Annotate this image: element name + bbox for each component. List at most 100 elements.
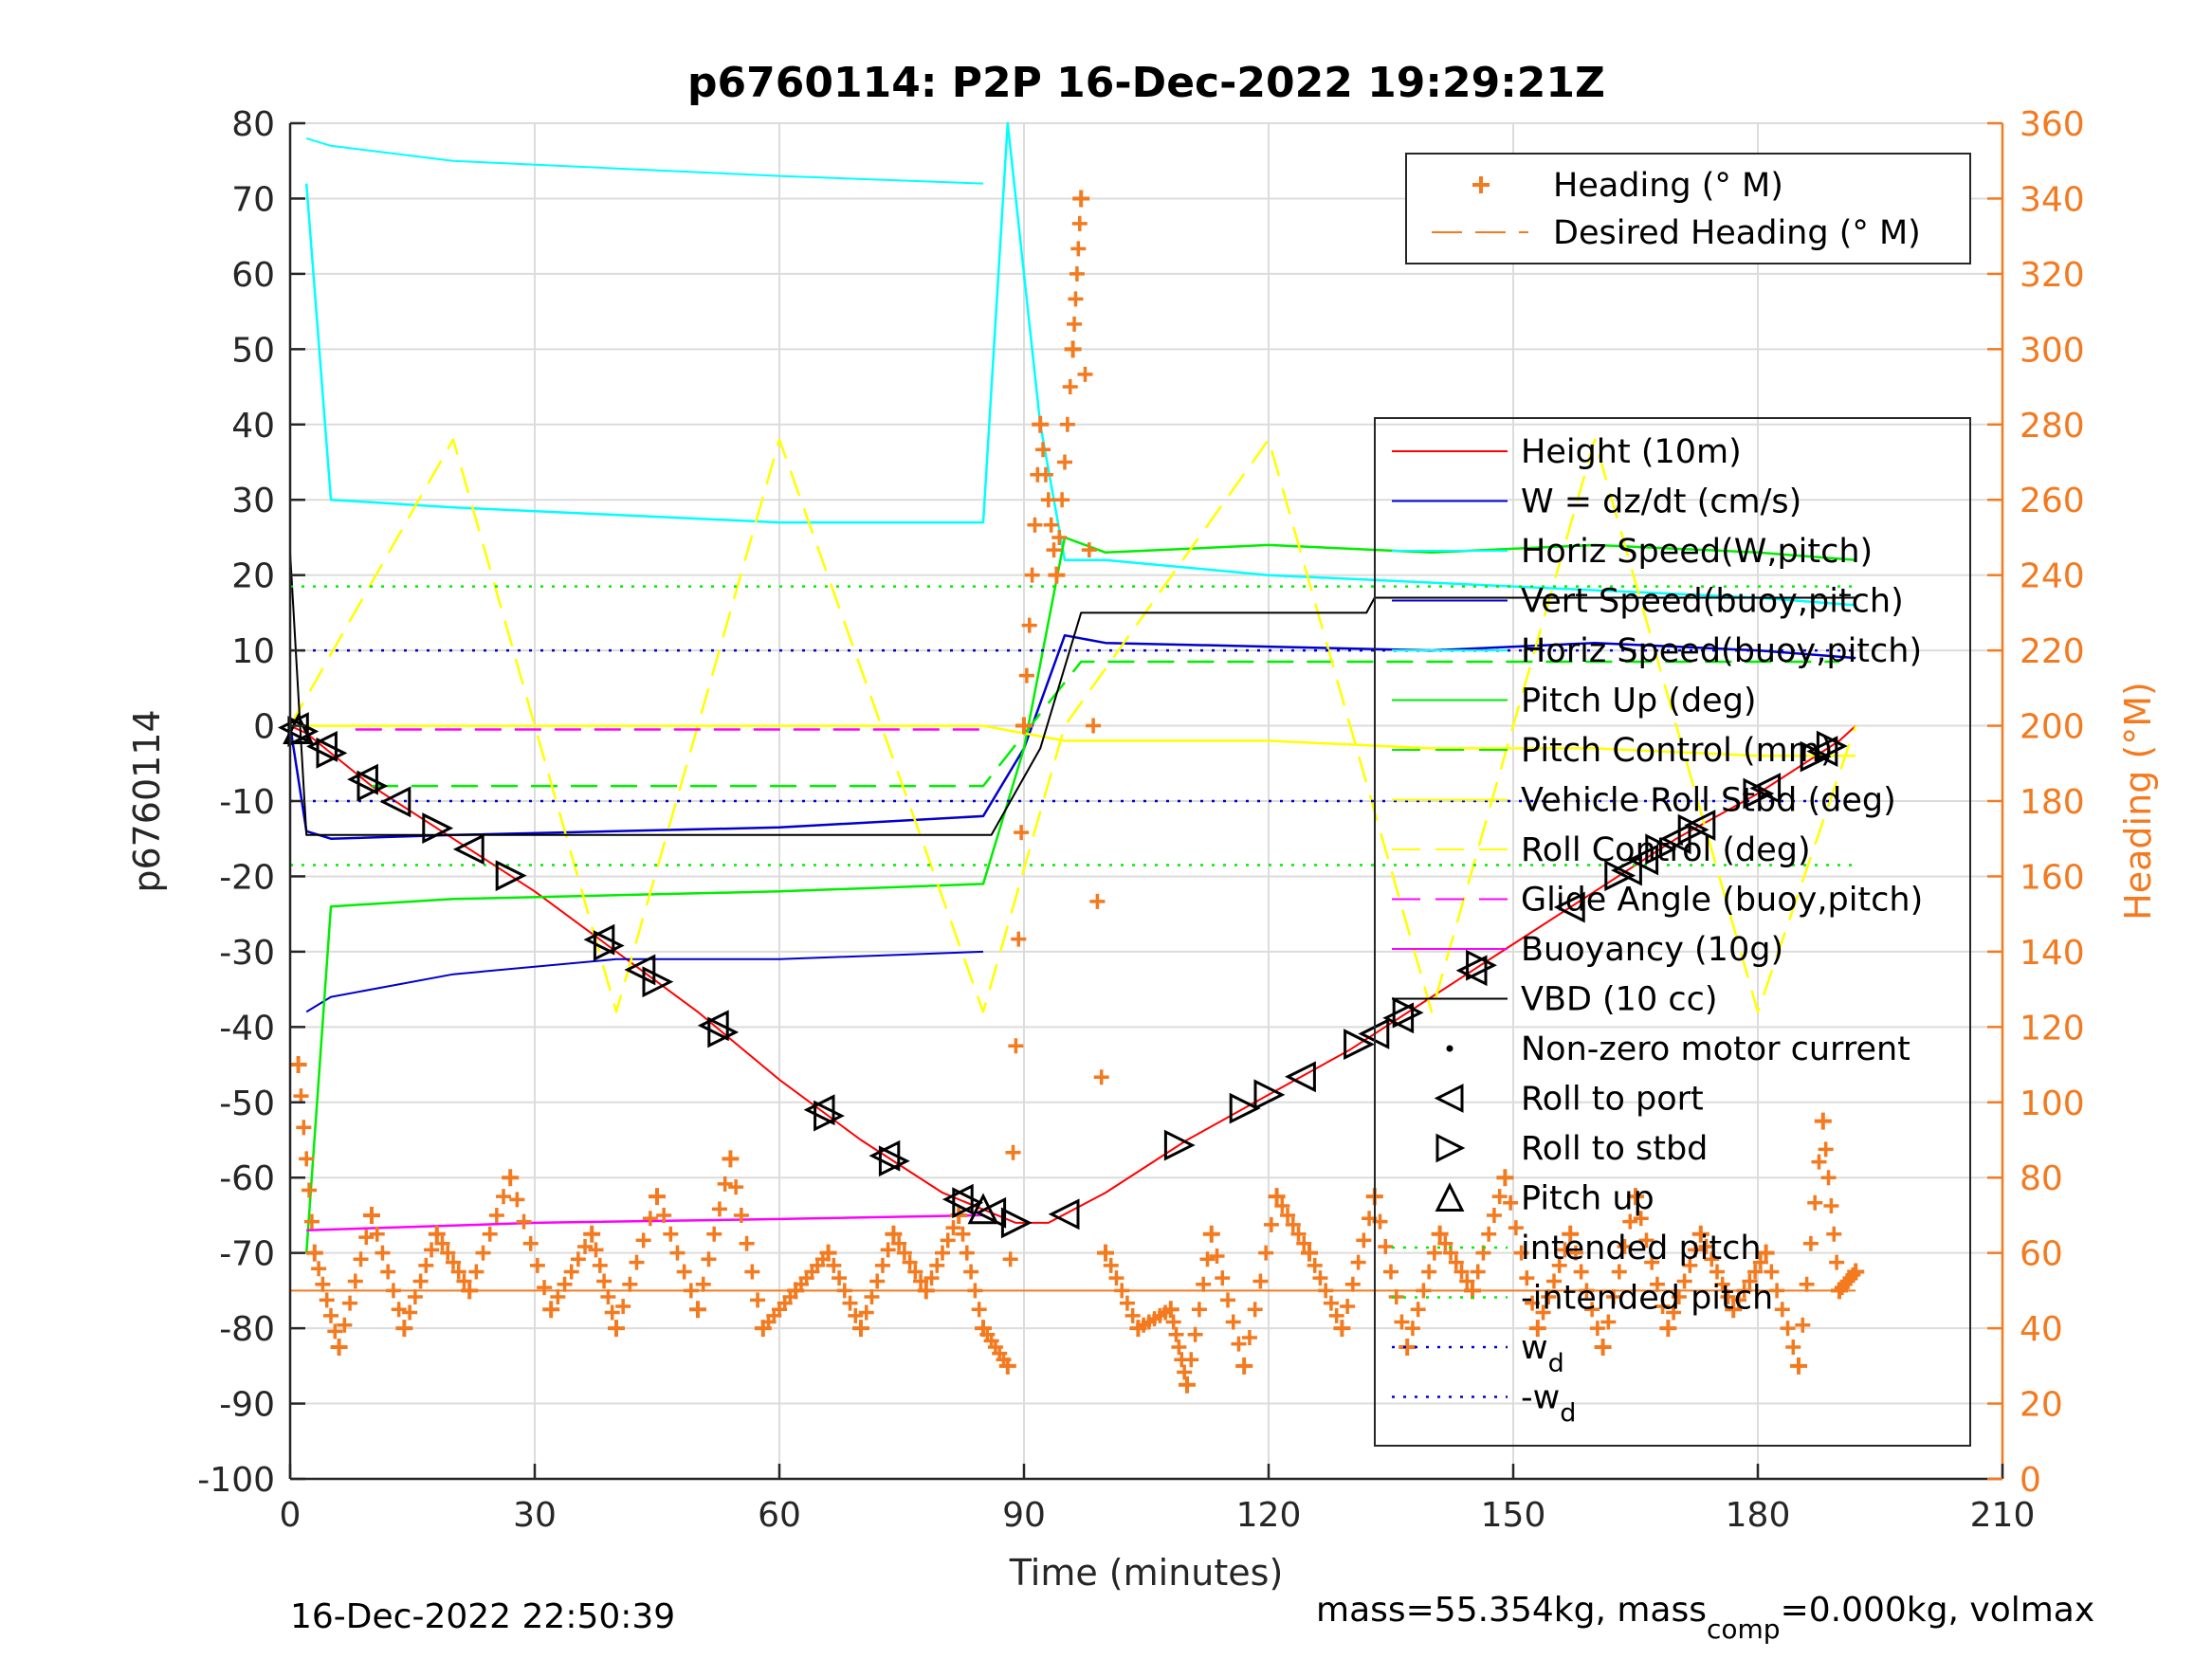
heading-point-interp xyxy=(1158,1304,1174,1321)
y-tick-label-left: -100 xyxy=(197,1461,275,1500)
y-tick-label-right: 100 xyxy=(2020,1085,2085,1123)
heading-point-interp xyxy=(896,1245,912,1261)
heading-point xyxy=(1594,1338,1612,1356)
y-tick-label-right: 220 xyxy=(2020,632,2085,671)
heading-point-interp xyxy=(1263,1216,1279,1232)
legend-swatch-dot xyxy=(1446,1045,1453,1052)
heading-point-interp xyxy=(496,1189,512,1205)
roll-to-port-marker xyxy=(1285,1061,1316,1093)
heading-point-interp xyxy=(1191,1302,1207,1318)
heading-point-interp xyxy=(407,1289,423,1305)
y-tick-label-left: -70 xyxy=(219,1235,275,1274)
heading-point-interp xyxy=(1258,1245,1274,1261)
x-tick-label: 120 xyxy=(1236,1496,1302,1535)
heading-point-interp xyxy=(935,1245,950,1261)
main-legend: Height (10m) W = dz/dt (cm/s) Horiz Speed(… xyxy=(1374,417,1971,1447)
heading-point-interp xyxy=(1644,1254,1660,1270)
heading-point-interp xyxy=(733,1207,749,1223)
y-tick-label-left: -50 xyxy=(219,1085,275,1123)
heading-point-interp xyxy=(869,1273,886,1289)
axes: 0 30 60 90 120 150 180 21080706050403020100-10-… xyxy=(197,105,2084,1535)
y-tick-label-left: -10 xyxy=(219,783,275,822)
y-tick-label-right: 300 xyxy=(2020,331,2085,370)
y-tick-label-right: 200 xyxy=(2020,708,2085,747)
series-layer xyxy=(288,121,1865,1394)
heading-point-interp xyxy=(848,1307,864,1323)
x-tick-label: 30 xyxy=(513,1496,557,1535)
legend-label: Pitch Up (deg) xyxy=(1521,683,1757,720)
heading-point-interp xyxy=(656,1207,672,1223)
heading-legend-box xyxy=(1405,153,1971,264)
heading-point xyxy=(305,1244,323,1262)
heading-point-interp xyxy=(1546,1273,1562,1289)
y-tick-label-right: 180 xyxy=(2020,783,2085,822)
heading-point-interp xyxy=(327,1323,343,1340)
heading-point-interp xyxy=(1040,492,1056,508)
heading-point-interp xyxy=(1307,1257,1323,1273)
heading-point-interp xyxy=(1011,931,1027,947)
heading-point-interp xyxy=(482,1226,498,1242)
roll-to-port-marker xyxy=(306,730,338,762)
legend-label: Height (10m) xyxy=(1521,433,1742,471)
legend-label: Pitch up xyxy=(1521,1180,1654,1218)
heading-point-interp xyxy=(706,1226,722,1242)
heading-point-interp xyxy=(375,1245,391,1261)
heading-point-interp xyxy=(782,1289,798,1305)
footer-mass-b: =0.000kg, volmax xyxy=(1781,1591,2095,1630)
heading-point xyxy=(1757,1244,1775,1262)
series-vbd-10-cc xyxy=(289,552,1856,836)
heading-point xyxy=(1235,1357,1253,1375)
heading-point-interp xyxy=(832,1270,848,1286)
heading-point xyxy=(1268,1188,1286,1206)
heading-point-interp xyxy=(1600,1314,1617,1330)
legend-desired-heading-label: Desired Heading (° M) xyxy=(1553,214,1921,252)
heading-point-interp xyxy=(1037,466,1053,483)
heading-point xyxy=(722,1150,740,1168)
heading-point-interp xyxy=(1589,1321,1605,1337)
heading-point-interp xyxy=(1187,1326,1203,1342)
roll-to-stbd-marker xyxy=(1466,949,1497,981)
heading-point-interp xyxy=(1459,1273,1475,1289)
heading-point-interp xyxy=(1177,1364,1193,1380)
heading-point xyxy=(608,1320,625,1338)
heading-point-interp xyxy=(1183,1352,1199,1368)
heading-point-interp xyxy=(1606,1289,1622,1305)
heading-point-interp xyxy=(629,1254,645,1270)
legend-label: Pitch Control (mm) xyxy=(1521,732,1833,770)
heading-point-interp xyxy=(814,1251,831,1267)
heading-point-interp xyxy=(488,1207,504,1223)
roll-to-port-marker xyxy=(1627,844,1659,876)
legend-swatch-stbd xyxy=(1435,1133,1466,1163)
heading-point-interp xyxy=(369,1226,385,1242)
roll-to-stbd-marker xyxy=(1000,1207,1033,1239)
legend-label: Vehicle Roll Stbd (deg) xyxy=(1521,782,1896,820)
heading-point-interp xyxy=(1002,1251,1018,1267)
legend-label: -intended pitch xyxy=(1521,1280,1773,1318)
footer-mass: mass=55.354kg, masscomp=0.000kg, volmax xyxy=(1316,1591,2094,1645)
roll-to-stbd-marker xyxy=(707,1016,740,1048)
heading-point-interp xyxy=(1747,1264,1764,1280)
heading-point-interp xyxy=(1551,1257,1567,1273)
heading-point-interp xyxy=(695,1276,711,1292)
roll-to-stbd-marker xyxy=(814,1100,845,1132)
heading-point-interp xyxy=(902,1254,918,1270)
heading-point-interp xyxy=(1035,442,1051,458)
roll-to-port-marker xyxy=(347,763,378,795)
heading-point-interp xyxy=(1503,1194,1519,1211)
heading-point-interp xyxy=(1103,1257,1119,1273)
heading-point-interp xyxy=(1274,1198,1290,1214)
x-tick-label: 90 xyxy=(1002,1496,1046,1535)
heading-point-interp xyxy=(1005,1144,1021,1160)
heading-point-interp xyxy=(744,1264,760,1280)
legend-label: intended pitch xyxy=(1521,1230,1762,1267)
roll-to-port-marker xyxy=(803,1094,835,1126)
heading-point-interp xyxy=(1811,1154,1827,1170)
heading-point-interp xyxy=(1720,1289,1736,1305)
heading-point xyxy=(649,1188,666,1206)
legend-heading-swatch xyxy=(1472,176,1490,193)
heading-point xyxy=(1097,1244,1114,1262)
heading-point-interp xyxy=(1070,241,1087,257)
y-tick-label-left: -90 xyxy=(219,1386,275,1425)
heading-point xyxy=(289,1056,307,1074)
